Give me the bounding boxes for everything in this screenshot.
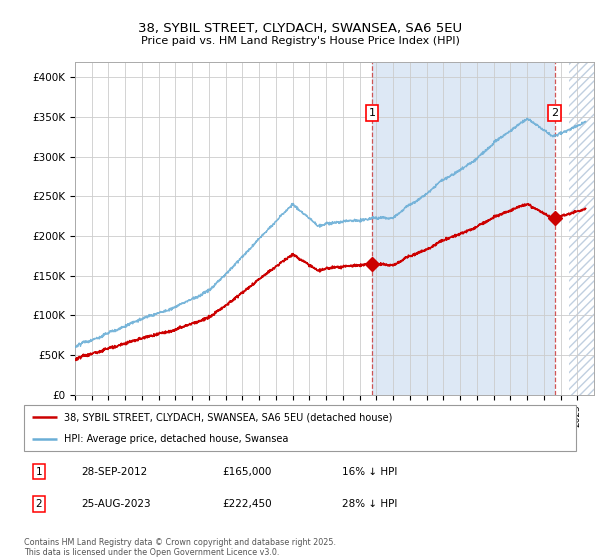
- Text: 38, SYBIL STREET, CLYDACH, SWANSEA, SA6 5EU: 38, SYBIL STREET, CLYDACH, SWANSEA, SA6 …: [138, 22, 462, 35]
- Text: £165,000: £165,000: [222, 466, 271, 477]
- Text: HPI: Average price, detached house, Swansea: HPI: Average price, detached house, Swan…: [64, 435, 288, 444]
- Text: 2: 2: [35, 499, 43, 509]
- Bar: [569, 62, 594, 395]
- Text: 28-SEP-2012: 28-SEP-2012: [81, 466, 147, 477]
- Text: 25-AUG-2023: 25-AUG-2023: [81, 499, 151, 509]
- Text: 1: 1: [368, 108, 376, 118]
- FancyBboxPatch shape: [24, 405, 576, 451]
- Text: £222,450: £222,450: [222, 499, 272, 509]
- Bar: [372, 62, 554, 395]
- Text: 28% ↓ HPI: 28% ↓ HPI: [342, 499, 397, 509]
- Text: Contains HM Land Registry data © Crown copyright and database right 2025.
This d: Contains HM Land Registry data © Crown c…: [24, 538, 336, 557]
- Bar: [569, 62, 594, 395]
- Text: 2: 2: [551, 108, 558, 118]
- Text: 38, SYBIL STREET, CLYDACH, SWANSEA, SA6 5EU (detached house): 38, SYBIL STREET, CLYDACH, SWANSEA, SA6 …: [64, 412, 392, 422]
- Text: Price paid vs. HM Land Registry's House Price Index (HPI): Price paid vs. HM Land Registry's House …: [140, 36, 460, 46]
- Text: 16% ↓ HPI: 16% ↓ HPI: [342, 466, 397, 477]
- Text: 1: 1: [35, 466, 43, 477]
